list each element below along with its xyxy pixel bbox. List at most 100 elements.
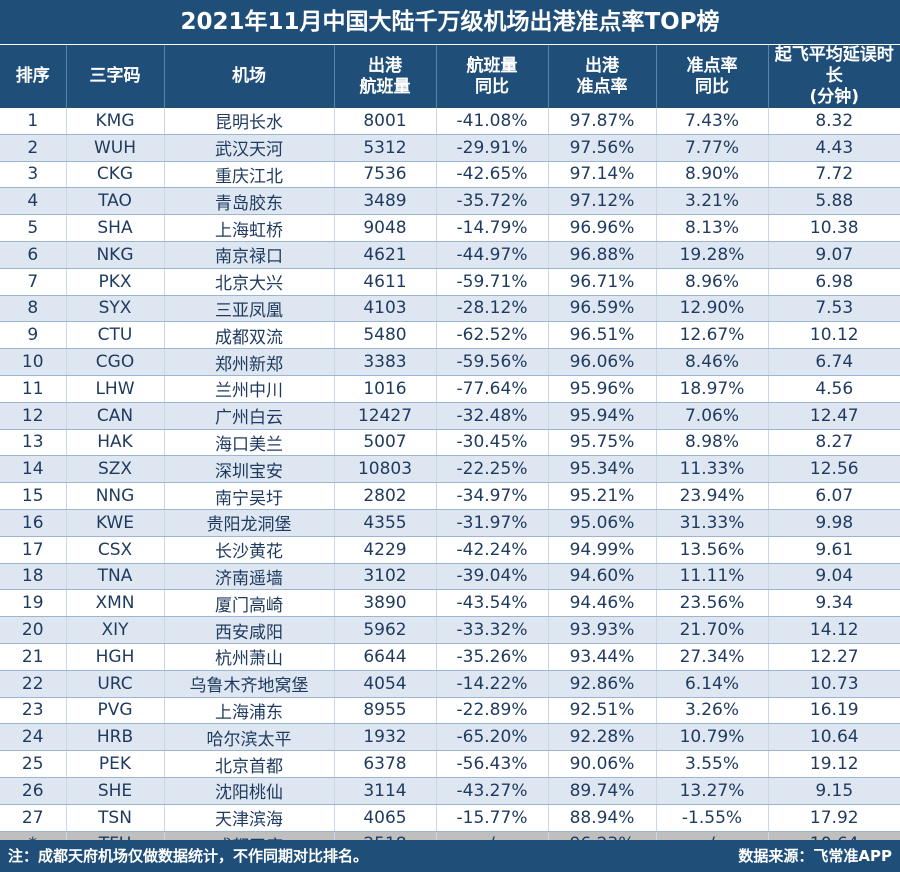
on-time-rate-cell: 95.06% (548, 509, 657, 537)
airport-name-cell: 上海浦东 (164, 697, 335, 725)
airport-name-cell: 兰州中川 (164, 375, 335, 403)
rank-cell: 10 (0, 348, 67, 376)
avg-delay-cell: 9.07 (768, 241, 900, 269)
departure-flights-cell: 1932 (334, 723, 437, 752)
on-time-rate-yoy-cell: 12.90% (656, 295, 769, 323)
table-row: 25 PEK 北京首都 6378 -56.43% 90.06% 3.55% 19.12 (0, 750, 900, 778)
departure-flights-cell: 8001 (334, 108, 437, 135)
departure-flights-cell: 3489 (334, 187, 437, 216)
airport-name-cell: 哈尔滨太平 (164, 723, 335, 752)
on-time-rate-yoy-cell: 8.46% (656, 348, 769, 376)
rank-cell: 2 (0, 134, 67, 162)
on-time-rate-yoy-cell: 8.13% (656, 214, 769, 242)
rank-cell: 8 (0, 295, 67, 323)
column-header: 航班量 同比 (436, 45, 549, 108)
table-row: 2 WUH 武汉天河 5312 -29.91% 97.56% 7.77% 4.43 (0, 134, 900, 162)
on-time-rate-cell: 97.87% (548, 108, 657, 135)
avg-delay-cell: 6.07 (768, 482, 900, 510)
on-time-rate-cell: 95.96% (548, 375, 657, 403)
on-time-rate-cell: 92.28% (548, 723, 657, 752)
on-time-rate-cell: 92.86% (548, 670, 657, 698)
flights-yoy-cell: -77.64% (436, 375, 549, 403)
departure-flights-cell: 4229 (334, 536, 437, 564)
flights-yoy-cell: -41.08% (436, 108, 549, 135)
page-title: 2021年11月中国大陆千万级机场出港准点率TOP榜 (0, 0, 900, 45)
iata-code-cell: SHA (66, 214, 165, 242)
rank-cell: 13 (0, 429, 67, 457)
avg-delay-cell: 8.32 (768, 108, 900, 135)
flights-yoy-cell: -34.97% (436, 482, 549, 510)
table-row: 1 KMG 昆明长水 8001 -41.08% 97.87% 7.43% 8.32 (0, 108, 900, 135)
departure-flights-cell: 5007 (334, 429, 437, 457)
column-header-line2: 航班量 (359, 76, 411, 97)
departure-flights-cell: 2802 (334, 482, 437, 510)
on-time-rate-yoy-cell: 8.98% (656, 429, 769, 457)
airport-name-cell: 天津滨海 (164, 804, 335, 832)
flights-yoy-cell: -39.04% (436, 563, 549, 591)
table-row: 10 CGO 郑州新郑 3383 -59.56% 96.06% 8.46% 6.74 (0, 348, 900, 376)
table-row: 14 SZX 深圳宝安 10803 -22.25% 95.34% 11.33% 12.56 (0, 455, 900, 484)
iata-code-cell: XMN (66, 589, 165, 618)
flights-yoy-cell: -62.52% (436, 321, 549, 350)
flights-yoy-cell: -35.72% (436, 187, 549, 216)
table-row: 9 CTU 成都双流 5480 -62.52% 96.51% 12.67% 10.12 (0, 321, 900, 350)
on-time-rate-cell: 96.59% (548, 295, 657, 323)
departure-flights-cell: 4611 (334, 268, 437, 296)
table-body: 1 KMG 昆明长水 8001 -41.08% 97.87% 7.43% 8.32 2 WUH 武汉… (0, 108, 900, 859)
iata-code-cell: URC (66, 670, 165, 698)
airport-name-cell: 昆明长水 (164, 108, 335, 135)
column-header-line1: 航班量 (466, 55, 518, 76)
on-time-rate-cell: 93.93% (548, 616, 657, 644)
iata-code-cell: SYX (66, 295, 165, 323)
airport-name-cell: 厦门高崎 (164, 589, 335, 618)
table-row: 22 URC 乌鲁木齐地窝堡 4054 -14.22% 92.86% 6.14% 10.73 (0, 670, 900, 698)
table-row: 26 SHE 沈阳桃仙 3114 -43.27% 89.74% 13.27% 9.15 (0, 777, 900, 805)
rank-cell: 14 (0, 455, 67, 484)
avg-delay-cell: 6.98 (768, 268, 900, 296)
on-time-rate-cell: 97.12% (548, 187, 657, 216)
on-time-rate-yoy-cell: 8.96% (656, 268, 769, 296)
column-header-line1: 起飞平均延误时长 (774, 45, 894, 86)
on-time-rate-yoy-cell: 23.56% (656, 589, 769, 618)
iata-code-cell: PEK (66, 750, 165, 778)
table-row: 11 LHW 兰州中川 1016 -77.64% 95.96% 18.97% 4.56 (0, 375, 900, 403)
rank-cell: 9 (0, 321, 67, 350)
on-time-rate-cell: 96.71% (548, 268, 657, 296)
flights-yoy-cell: -35.26% (436, 643, 549, 671)
column-header-line1: 出港 (368, 55, 402, 76)
rank-cell: 16 (0, 509, 67, 537)
departure-flights-cell: 3890 (334, 589, 437, 618)
on-time-rate-yoy-cell: 27.34% (656, 643, 769, 671)
on-time-rate-yoy-cell: 6.14% (656, 670, 769, 698)
rank-cell: 19 (0, 589, 67, 618)
iata-code-cell: CAN (66, 402, 165, 430)
iata-code-cell: HRB (66, 723, 165, 752)
rank-cell: 27 (0, 804, 67, 832)
airport-name-cell: 上海虹桥 (164, 214, 335, 242)
iata-code-cell: NNG (66, 482, 165, 510)
footer-source: 数据来源：飞常准APP (738, 847, 892, 865)
table-row: 6 NKG 南京禄口 4621 -44.97% 96.88% 19.28% 9.07 (0, 241, 900, 269)
avg-delay-cell: 12.56 (768, 455, 900, 484)
avg-delay-cell: 4.43 (768, 134, 900, 162)
airport-name-cell: 乌鲁木齐地窝堡 (164, 670, 335, 698)
avg-delay-cell: 9.98 (768, 509, 900, 537)
on-time-rate-yoy-cell: 23.94% (656, 482, 769, 510)
iata-code-cell: PVG (66, 697, 165, 725)
on-time-rate-yoy-cell: 13.27% (656, 777, 769, 805)
column-header-line1: 排序 (15, 66, 50, 86)
iata-code-cell: WUH (66, 134, 165, 162)
column-header-line2: (分钟) (809, 87, 860, 107)
airport-name-cell: 海口美兰 (164, 429, 335, 457)
iata-code-cell: XIY (66, 616, 165, 644)
table-row: 8 SYX 三亚凤凰 4103 -28.12% 96.59% 12.90% 7.53 (0, 295, 900, 323)
on-time-rate-cell: 96.06% (548, 348, 657, 376)
flights-yoy-cell: -56.43% (436, 750, 549, 778)
rank-cell: 6 (0, 241, 67, 269)
flights-yoy-cell: -59.71% (436, 268, 549, 296)
iata-code-cell: KWE (66, 509, 165, 537)
column-header-line2: 同比 (475, 76, 509, 97)
airport-name-cell: 济南遥墙 (164, 563, 335, 591)
table-row: 15 NNG 南宁吴圩 2802 -34.97% 95.21% 23.94% 6.07 (0, 482, 900, 510)
